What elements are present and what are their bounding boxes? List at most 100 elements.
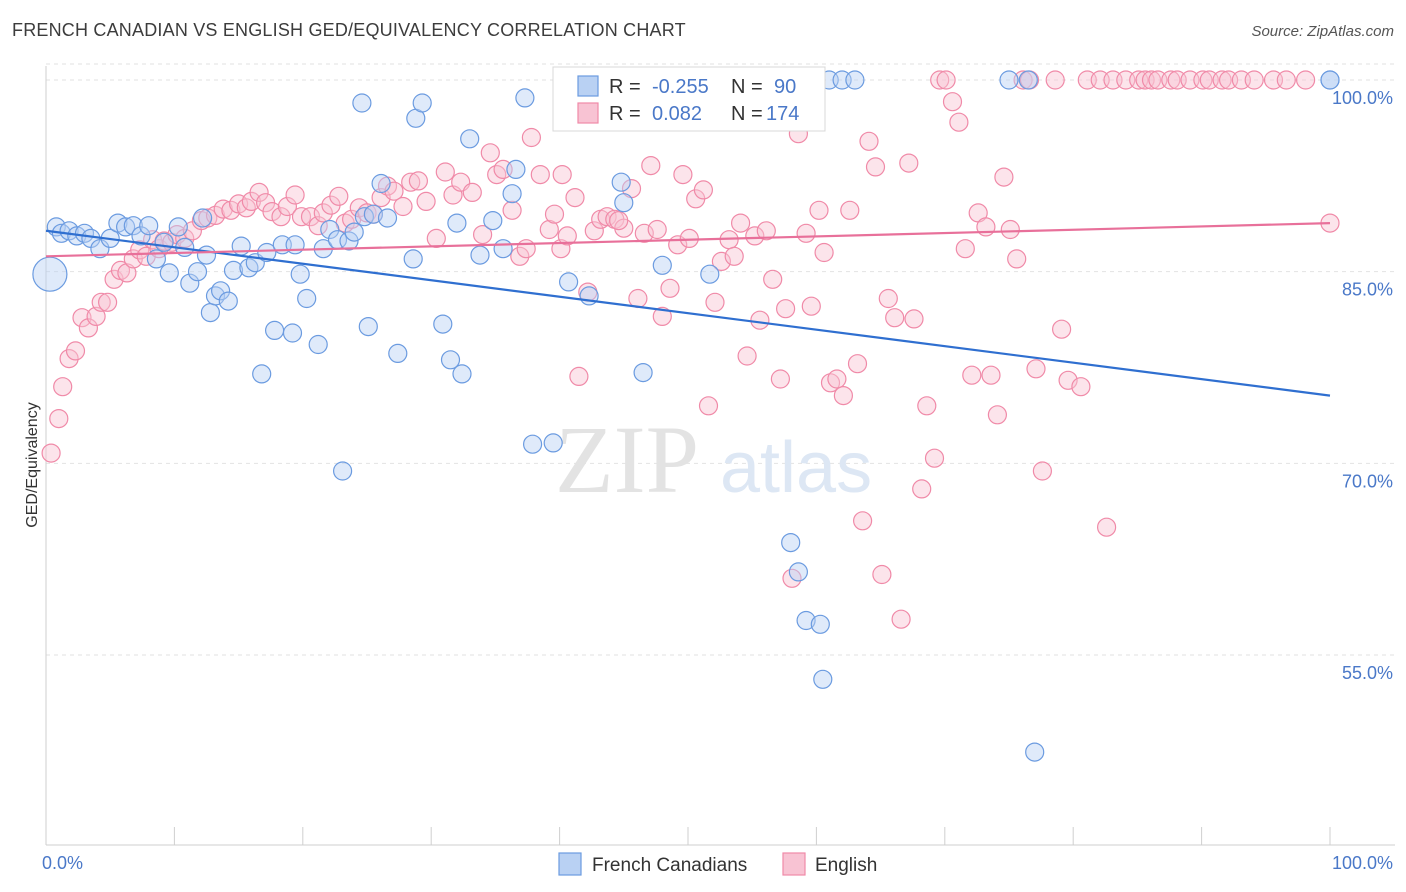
data-points [32, 70, 1340, 762]
trend-line-english [45, 222, 1331, 258]
point-french-canadians-76 [700, 264, 720, 284]
point-french-canadians-20 [187, 262, 208, 282]
point-english-134 [962, 365, 982, 385]
point-french-canadians-12 [131, 226, 151, 246]
point-english-40 [313, 203, 333, 223]
point-french-canadians-59 [452, 364, 472, 384]
chart-source: Source: ZipAtlas.com [1251, 23, 1394, 40]
point-english-82 [628, 288, 648, 309]
legend-r-value-2: 0.082 [652, 103, 702, 125]
tick-labels: 55.0% 70.0% 85.0% 100.0% 0.0% 100.0% [42, 88, 1393, 873]
point-english-137 [981, 365, 1001, 385]
point-english-34 [271, 207, 291, 227]
trend-line-french-canadians [45, 229, 1331, 397]
point-english-167 [1244, 70, 1264, 90]
point-english-70 [544, 204, 565, 224]
y-tick-label-2: 85.0% [1342, 280, 1393, 300]
point-english-12 [117, 263, 137, 283]
point-english-149 [1071, 377, 1091, 397]
series-legend: French Canadians English [558, 852, 877, 876]
point-english-104 [770, 369, 791, 389]
point-english-85 [647, 219, 667, 240]
point-english-121 [878, 288, 898, 309]
point-english-101 [750, 310, 770, 330]
bottom-legend-swatch-english [782, 852, 806, 876]
point-french-canadians-77 [781, 532, 801, 553]
point-french-canadians-58 [447, 213, 467, 233]
point-english-116 [847, 354, 868, 374]
point-english-5 [72, 308, 92, 328]
point-english-74 [569, 366, 589, 386]
point-french-canadians-15 [154, 232, 174, 252]
point-english-129 [930, 70, 950, 90]
point-english-145 [1032, 461, 1053, 481]
y-axis-title: GED/Equivalency [24, 402, 41, 527]
point-french-canadians-69 [558, 272, 579, 292]
point-english-92 [693, 180, 714, 200]
chart-title: FRENCH CANADIAN VS ENGLISH GED/EQUIVALEN… [12, 20, 686, 40]
point-english-114 [833, 386, 854, 406]
point-english-131 [942, 92, 963, 112]
point-english-2 [53, 377, 73, 397]
point-english-51 [393, 196, 413, 217]
point-french-canadians-24 [205, 286, 226, 306]
point-english-100 [745, 226, 765, 246]
point-english-66 [516, 239, 536, 259]
legend-swatch-english [577, 102, 599, 124]
point-english-144 [1026, 359, 1046, 379]
point-english-72 [557, 226, 577, 246]
point-english-146 [1045, 70, 1065, 90]
point-english-98 [730, 213, 751, 233]
bottom-legend-label-french-canadians: French Canadians [592, 855, 747, 876]
point-english-139 [994, 167, 1014, 187]
point-french-canadians-48 [358, 317, 378, 337]
point-english-109 [801, 296, 821, 316]
point-english-123 [891, 609, 911, 629]
point-english-65 [510, 246, 530, 266]
point-english-157 [1141, 70, 1162, 90]
point-english-56 [435, 162, 455, 182]
point-french-canadians-44 [339, 231, 359, 251]
point-english-9 [97, 292, 118, 312]
point-english-52 [401, 172, 421, 192]
point-english-39 [308, 216, 328, 236]
point-french-canadians-38 [297, 288, 317, 309]
point-english-3 [59, 349, 79, 369]
stats-legend: R = -0.255 N = 90 R = 0.082 N = 174 [552, 66, 826, 132]
point-english-33 [262, 202, 282, 222]
point-french-canadians-13 [139, 216, 159, 236]
point-english-140 [1000, 219, 1020, 240]
point-french-canadians-45 [344, 222, 364, 242]
point-english-36 [285, 185, 305, 205]
legend-r-label-1: R = [609, 76, 641, 98]
point-english-122 [885, 308, 905, 328]
point-french-canadians-89 [1320, 70, 1340, 90]
point-french-canadians-17 [168, 217, 188, 237]
point-english-0 [41, 443, 61, 463]
point-english-7 [86, 306, 106, 326]
legend-n-label-1: N = [731, 76, 763, 98]
trend-lines [45, 222, 1331, 397]
point-french-canadians-78 [788, 562, 809, 582]
point-english-99 [737, 346, 757, 366]
point-french-canadians-11 [123, 216, 143, 236]
point-french-canadians-55 [412, 93, 432, 113]
point-english-94 [705, 292, 725, 312]
legend-swatch-french-canadians [577, 75, 599, 97]
point-french-canadians-65 [506, 159, 526, 179]
point-english-42 [329, 186, 349, 206]
point-english-169 [1276, 70, 1296, 90]
point-english-173 [609, 211, 629, 231]
point-english-87 [660, 278, 680, 298]
point-english-29 [236, 198, 256, 218]
point-french-canadians-32 [257, 242, 277, 263]
point-english-115 [840, 200, 860, 220]
point-english-126 [912, 479, 932, 499]
axes [45, 66, 1395, 846]
point-english-113 [827, 369, 847, 389]
point-english-164 [1212, 70, 1232, 90]
point-english-141 [1007, 249, 1027, 269]
point-french-canadians-67 [522, 434, 543, 454]
point-english-60 [473, 225, 493, 245]
